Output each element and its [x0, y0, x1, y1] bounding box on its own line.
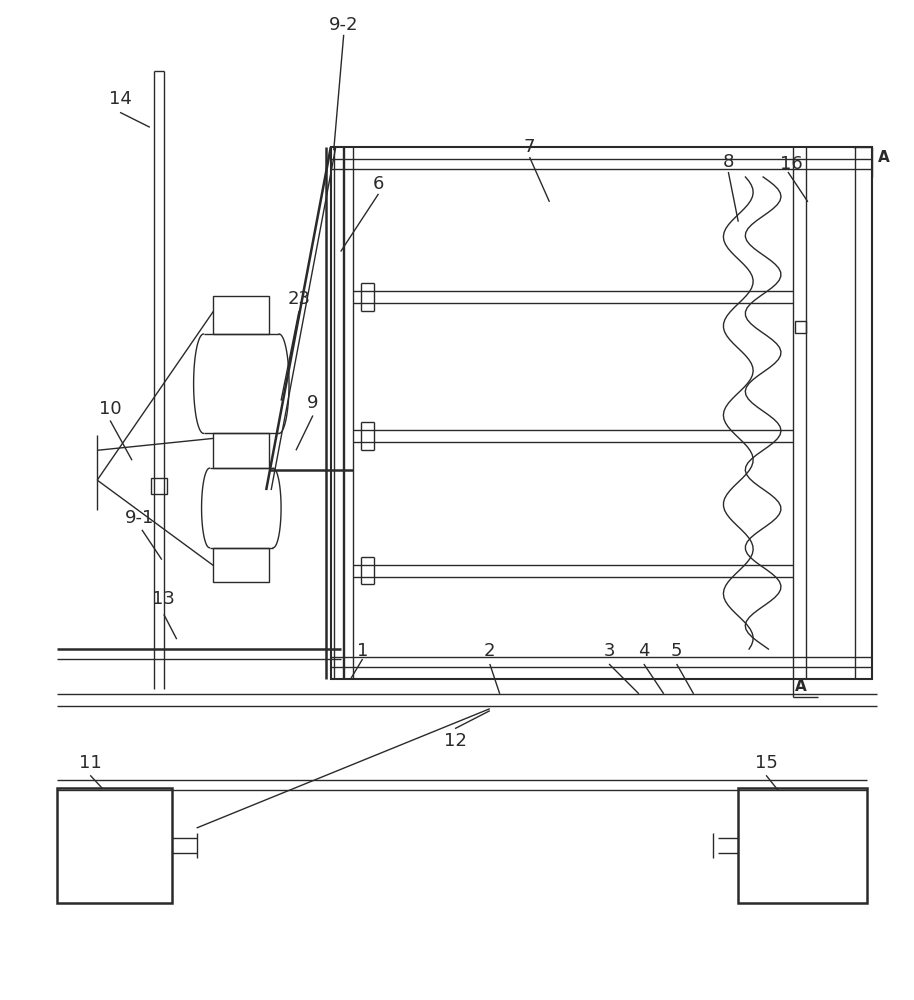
Text: 2: 2	[484, 642, 495, 660]
Text: 23: 23	[288, 290, 311, 308]
Text: 8: 8	[723, 153, 734, 171]
Bar	[331, 147, 873, 679]
Bar	[214, 433, 269, 468]
Text: 4: 4	[638, 642, 650, 660]
Text: A: A	[795, 679, 807, 694]
Text: 5: 5	[671, 642, 683, 660]
Text: 6: 6	[373, 175, 384, 193]
Text: 10: 10	[99, 400, 122, 418]
Text: 9: 9	[307, 394, 319, 412]
Text: 11: 11	[79, 754, 101, 772]
Text: 15: 15	[755, 754, 778, 772]
Text: 16: 16	[780, 155, 802, 173]
Bar	[214, 296, 269, 334]
Bar	[795, 321, 806, 333]
Text: A: A	[877, 150, 889, 165]
Text: 9-1: 9-1	[125, 509, 154, 527]
Bar	[739, 788, 867, 903]
Text: 7: 7	[524, 138, 536, 156]
Text: 14: 14	[109, 90, 132, 108]
Bar	[214, 548, 269, 582]
Bar	[151, 478, 166, 494]
Text: 1: 1	[356, 642, 368, 660]
Bar	[58, 788, 172, 903]
Text: 3: 3	[603, 642, 615, 660]
Text: 9-2: 9-2	[329, 16, 358, 34]
Text: 12: 12	[443, 732, 466, 750]
Text: 13: 13	[153, 590, 175, 608]
